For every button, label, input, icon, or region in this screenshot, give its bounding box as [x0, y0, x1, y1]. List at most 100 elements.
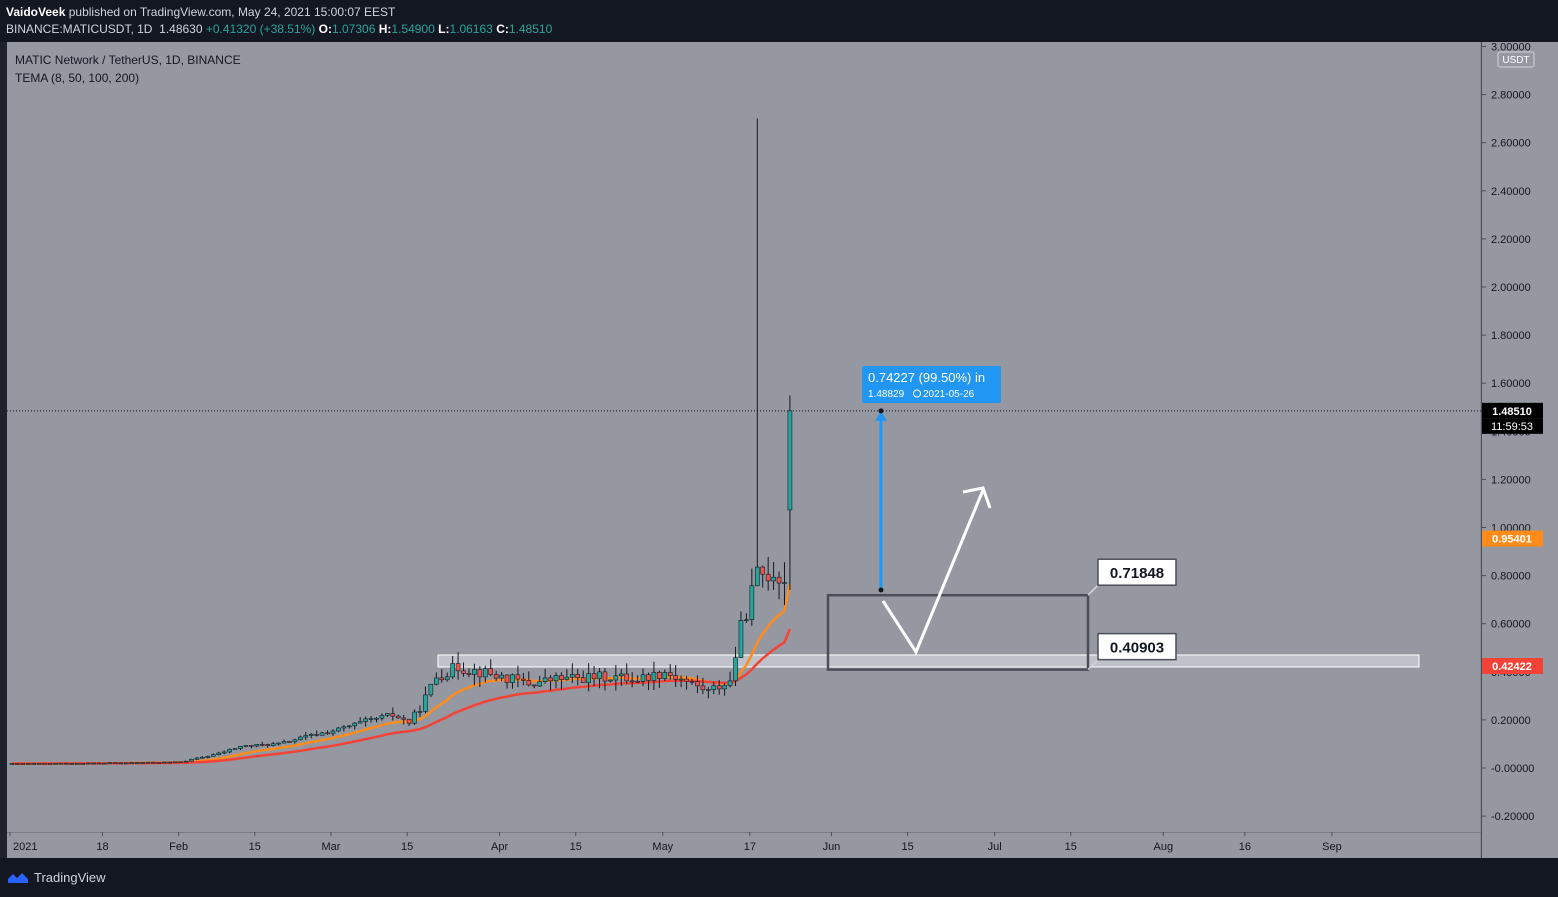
candle-body[interactable] — [368, 718, 374, 720]
candle-body[interactable] — [412, 711, 417, 724]
candle-body[interactable] — [238, 746, 243, 749]
candle-body[interactable] — [31, 763, 37, 765]
candle-body[interactable] — [200, 756, 205, 759]
candle-body[interactable] — [216, 752, 222, 755]
indicator-label[interactable]: TEMA (8, 50, 100, 200) — [15, 71, 140, 85]
candle-body[interactable] — [363, 718, 368, 722]
candle-body[interactable] — [221, 751, 227, 754]
candle-body[interactable] — [145, 761, 151, 764]
candle-body[interactable] — [526, 680, 532, 686]
candle-body[interactable] — [787, 410, 793, 511]
candle-body[interactable] — [597, 671, 602, 680]
candle-body[interactable] — [292, 739, 298, 743]
candle-body[interactable] — [477, 669, 483, 678]
candle-body[interactable] — [20, 763, 26, 765]
candle-body[interactable] — [689, 681, 695, 683]
candle-body[interactable] — [325, 732, 330, 735]
range-box[interactable] — [826, 593, 1090, 671]
time-axis[interactable] — [7, 832, 1481, 859]
candle-body[interactable] — [537, 681, 542, 687]
candle-body[interactable] — [760, 566, 766, 575]
candle-body[interactable] — [434, 677, 439, 685]
candle-body[interactable] — [499, 674, 504, 679]
candle-body[interactable] — [553, 675, 559, 682]
upper-level-box[interactable] — [1097, 558, 1177, 586]
candle-body[interactable] — [575, 674, 581, 679]
candle-body[interactable] — [210, 754, 216, 757]
candle-body[interactable] — [254, 744, 260, 747]
candle-body[interactable] — [657, 671, 662, 680]
chart-pane[interactable] — [7, 42, 1481, 832]
candle-body[interactable] — [515, 674, 521, 680]
candle-body[interactable] — [727, 680, 733, 686]
candle-body[interactable] — [336, 727, 341, 732]
candle-body[interactable] — [276, 742, 281, 745]
candle-body[interactable] — [771, 576, 776, 582]
candle-body[interactable] — [227, 749, 232, 753]
candle-body[interactable] — [91, 762, 96, 765]
candle-body[interactable] — [586, 673, 591, 683]
measure-label-box[interactable] — [862, 366, 1001, 403]
candle-body[interactable] — [521, 678, 526, 681]
candle-body[interactable] — [700, 685, 706, 691]
candle-body[interactable] — [428, 683, 434, 696]
author-name[interactable]: VaidoVeek — [6, 5, 66, 19]
symbol-title[interactable]: MATIC Network / TetherUS, 1D, BINANCE — [15, 53, 241, 67]
candle-body[interactable] — [749, 585, 755, 620]
candle-body[interactable] — [80, 763, 86, 765]
candle-body[interactable] — [298, 736, 303, 741]
candle-body[interactable] — [395, 715, 401, 719]
candle-body[interactable] — [450, 663, 455, 678]
candle-body[interactable] — [303, 735, 309, 738]
candle-body[interactable] — [706, 689, 711, 691]
candle-body[interactable] — [183, 760, 189, 763]
candle-body[interactable] — [243, 745, 249, 747]
candle-body[interactable] — [711, 685, 717, 690]
candle-body[interactable] — [281, 741, 287, 744]
candle-body[interactable] — [608, 679, 613, 682]
candle-body[interactable] — [673, 675, 678, 680]
currency-badge[interactable] — [1497, 51, 1535, 68]
candle-body[interactable] — [733, 657, 738, 682]
candle-body[interactable] — [167, 761, 173, 764]
candle-body[interactable] — [15, 763, 20, 765]
lower-level-box[interactable] — [1097, 632, 1177, 661]
candle-body[interactable] — [36, 762, 42, 765]
candle-body[interactable] — [754, 566, 760, 587]
candle-body[interactable] — [548, 677, 553, 682]
candle-body[interactable] — [232, 748, 238, 750]
candle-body[interactable] — [444, 676, 450, 681]
candle-body[interactable] — [782, 582, 787, 584]
candle-body[interactable] — [346, 725, 352, 728]
brand-name[interactable]: TradingView — [34, 870, 106, 885]
price-axis[interactable] — [1482, 42, 1558, 858]
candle-body[interactable] — [390, 713, 396, 717]
candle-body[interactable] — [662, 672, 668, 680]
candle-body[interactable] — [531, 684, 537, 687]
candle-body[interactable] — [162, 761, 167, 764]
candle-body[interactable] — [374, 717, 379, 720]
candle-body[interactable] — [510, 674, 515, 683]
candle-body[interactable] — [64, 762, 69, 765]
candle-body[interactable] — [570, 674, 575, 678]
candle-body[interactable] — [53, 762, 58, 765]
candle-body[interactable] — [319, 732, 325, 736]
candle-body[interactable] — [96, 762, 102, 765]
candle-body[interactable] — [357, 721, 363, 724]
candle-body[interactable] — [482, 668, 488, 678]
candle-body[interactable] — [455, 663, 461, 672]
candle-body[interactable] — [646, 674, 651, 681]
candle-body[interactable] — [744, 619, 749, 621]
candle-body[interactable] — [629, 680, 635, 683]
candle-body[interactable] — [74, 763, 80, 765]
candle-body[interactable] — [667, 672, 673, 676]
candle-body[interactable] — [618, 673, 624, 677]
candle-body[interactable] — [113, 762, 118, 765]
candle-body[interactable] — [249, 745, 254, 747]
candle-body[interactable] — [172, 761, 178, 764]
candle-body[interactable] — [85, 762, 91, 765]
candle-body[interactable] — [140, 762, 145, 764]
candle-body[interactable] — [102, 762, 107, 765]
candle-body[interactable] — [439, 677, 445, 681]
candle-body[interactable] — [602, 671, 608, 682]
